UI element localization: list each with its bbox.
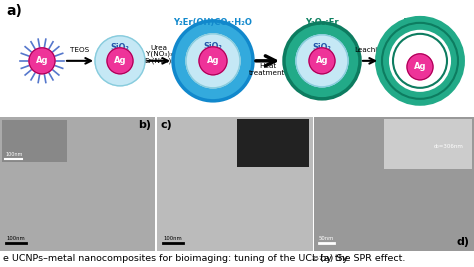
Text: Er(NO₃)₃: Er(NO₃)₃ — [144, 57, 174, 64]
Text: 257: 257 — [312, 257, 324, 261]
Text: Y₂O₃:Er: Y₂O₃:Er — [305, 18, 339, 27]
Text: e UCNPs–metal nanocomposites for bioimaging: tuning of the UCL by the SPR effect: e UCNPs–metal nanocomposites for bioimag… — [3, 254, 405, 263]
Text: 100nm: 100nm — [6, 236, 25, 241]
Text: Ag: Ag — [316, 56, 328, 65]
Bar — [157, 117, 313, 251]
Circle shape — [107, 48, 133, 74]
Text: TEOS: TEOS — [70, 47, 90, 53]
Circle shape — [284, 23, 360, 99]
Circle shape — [173, 21, 253, 101]
Circle shape — [309, 48, 335, 74]
Text: SiO₂: SiO₂ — [110, 43, 129, 52]
Circle shape — [186, 34, 240, 88]
Bar — [384, 119, 472, 169]
Text: Ag: Ag — [36, 56, 48, 65]
Text: c): c) — [161, 120, 173, 130]
Text: Ag: Ag — [207, 56, 219, 65]
Text: b): b) — [138, 120, 151, 130]
Text: Heat
treatment: Heat treatment — [249, 63, 286, 76]
Circle shape — [95, 36, 145, 86]
Text: SiO₂: SiO₂ — [203, 42, 222, 51]
Text: Ag: Ag — [114, 56, 126, 65]
Bar — [2, 120, 67, 162]
Circle shape — [407, 54, 433, 80]
Bar — [237, 119, 309, 167]
Text: Y₂O₃:Er: Y₂O₃:Er — [403, 18, 437, 27]
Bar — [0, 117, 155, 251]
Text: (a) Sy: (a) Sy — [317, 254, 348, 263]
Circle shape — [296, 35, 348, 87]
Text: d₀=306nm: d₀=306nm — [434, 144, 464, 150]
Text: Y(NO₃)₃: Y(NO₃)₃ — [146, 50, 173, 57]
Bar — [314, 117, 474, 251]
Circle shape — [29, 48, 55, 74]
Circle shape — [382, 23, 458, 99]
Text: SiO₂: SiO₂ — [312, 43, 331, 52]
Text: 50nm: 50nm — [319, 236, 334, 241]
Text: Y₂Er(OH)CO₃·H₂O: Y₂Er(OH)CO₃·H₂O — [173, 18, 253, 27]
Text: d): d) — [457, 237, 470, 247]
Text: 100nm: 100nm — [5, 152, 22, 157]
Text: Leaching: Leaching — [354, 47, 386, 53]
Text: Ag: Ag — [414, 62, 426, 71]
Circle shape — [199, 47, 227, 75]
Text: a): a) — [6, 4, 22, 18]
Text: Urea: Urea — [151, 45, 167, 51]
Text: 100nm: 100nm — [163, 236, 182, 241]
